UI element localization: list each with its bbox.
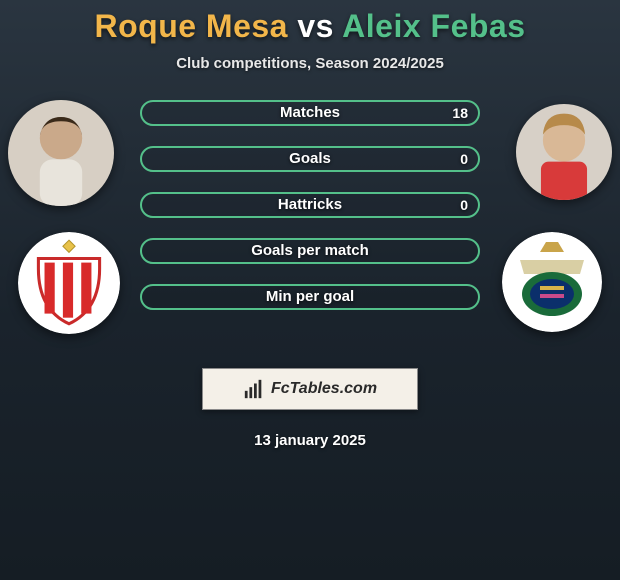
club-badge-icon (18, 232, 120, 334)
bar-chart-icon (243, 378, 265, 400)
page-title: Roque Mesa vs Aleix Febas (0, 8, 620, 45)
title-player1: Roque Mesa (94, 8, 287, 44)
stat-rows: Matches18Goals0Hattricks0Goals per match… (140, 100, 480, 330)
title-vs: vs (297, 8, 334, 44)
stat-row: Goals0 (140, 146, 480, 172)
subtitle: Club competitions, Season 2024/2025 (0, 55, 620, 72)
player1-avatar (8, 100, 114, 206)
stat-label: Matches (142, 102, 478, 124)
stat-label: Hattricks (142, 194, 478, 216)
person-icon (516, 104, 612, 200)
stat-label: Goals per match (142, 240, 478, 262)
stat-value-right: 18 (452, 102, 468, 124)
branding-text: FcTables.com (271, 380, 377, 398)
stat-label: Goals (142, 148, 478, 170)
stat-row: Hattricks0 (140, 192, 480, 218)
stat-row: Goals per match (140, 238, 480, 264)
title-player2: Aleix Febas (342, 8, 525, 44)
club-badge-icon (502, 232, 602, 332)
branding-box: FcTables.com (202, 368, 418, 410)
stat-label: Min per goal (142, 286, 478, 308)
player1-club-badge (18, 232, 120, 334)
stat-value-right: 0 (460, 148, 468, 170)
date-text: 13 january 2025 (0, 432, 620, 449)
stat-row: Min per goal (140, 284, 480, 310)
person-icon (8, 100, 114, 206)
player2-club-badge (502, 232, 602, 332)
player2-avatar (516, 104, 612, 200)
stat-value-right: 0 (460, 194, 468, 216)
comparison-content: Matches18Goals0Hattricks0Goals per match… (0, 100, 620, 360)
stat-row: Matches18 (140, 100, 480, 126)
